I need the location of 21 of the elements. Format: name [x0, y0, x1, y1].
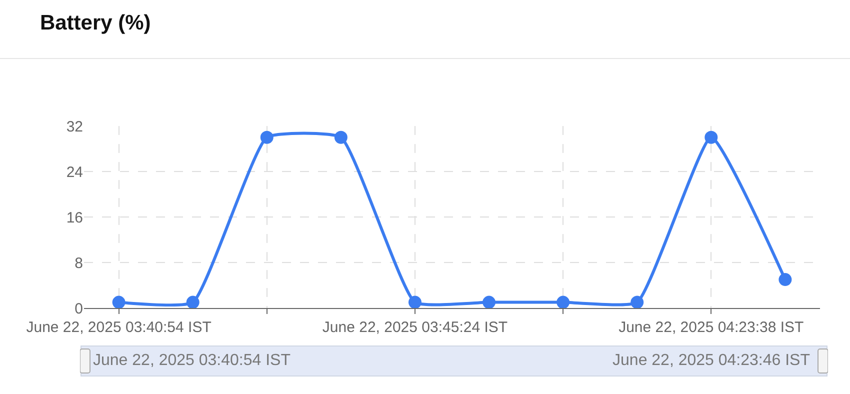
- point: [482, 296, 496, 309]
- text: June 22, 2025 03:40:54 IST: [93, 352, 290, 370]
- x-tick-label: June 22, 2025 04:23:38 IST: [618, 319, 804, 336]
- x-tick-label: June 22, 2025 03:40:54 IST: [26, 319, 212, 336]
- point: [556, 296, 570, 309]
- point: [112, 296, 126, 309]
- point: [630, 296, 644, 309]
- point: [778, 273, 792, 286]
- point: [186, 296, 200, 309]
- point: [260, 130, 274, 144]
- text: June 22, 2025 04:23:46 IST: [612, 352, 810, 370]
- chart-title: Battery (%): [40, 11, 151, 34]
- y-tick-label: 0: [74, 300, 83, 318]
- y-tick-label: 16: [66, 209, 83, 226]
- y-tick-label: 8: [74, 254, 83, 272]
- point: [704, 130, 718, 144]
- x-tick-label: June 22, 2025 03:45:24 IST: [322, 319, 508, 336]
- y-tick-label: 32: [66, 118, 83, 136]
- point: [408, 296, 422, 309]
- point: [334, 130, 348, 144]
- y-tick-label: 24: [66, 164, 83, 181]
